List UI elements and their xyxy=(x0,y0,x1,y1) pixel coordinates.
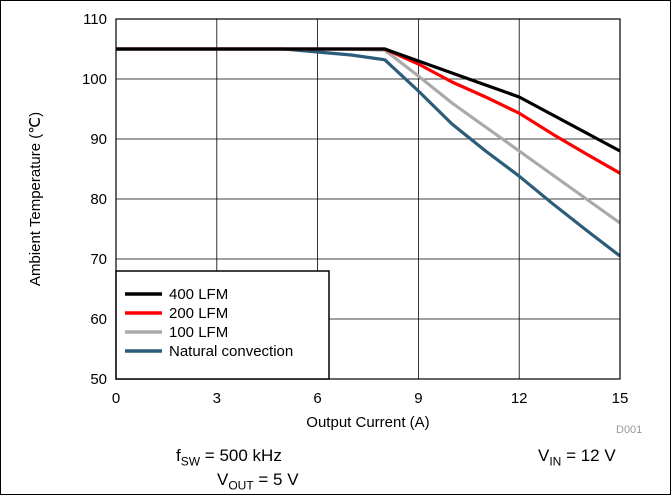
series-line xyxy=(116,47,621,258)
y-tick-label: 110 xyxy=(83,11,107,28)
output-voltage-note: VOUT = 5 V xyxy=(217,470,299,493)
tick-labels: 0 3 6 9 12 15 50 60 70 80 90 100 110 xyxy=(82,11,628,407)
x-tick-label: 6 xyxy=(313,390,321,407)
x-tick-label: 12 xyxy=(511,390,528,407)
y-tick-label: 100 xyxy=(82,71,107,88)
y-tick-label: 80 xyxy=(90,191,107,208)
legend-label: Natural convection xyxy=(169,343,293,360)
y-tick-label: 90 xyxy=(90,131,107,148)
x-tick-label: 3 xyxy=(213,390,221,407)
legend-label: 200 LFM xyxy=(169,305,228,322)
x-axis-title: Output Current (A) xyxy=(306,414,429,431)
y-tick-label: 60 xyxy=(90,311,107,328)
y-axis-title: Ambient Temperature (℃) xyxy=(27,112,44,286)
legend-label: 100 LFM xyxy=(169,324,228,341)
legend-box xyxy=(115,270,330,380)
legend-label: 400 LFM xyxy=(169,286,228,303)
x-tick-label: 0 xyxy=(112,390,120,407)
y-tick-label: 70 xyxy=(90,251,107,268)
series-line xyxy=(116,47,621,153)
switching-frequency-note: fSW = 500 kHz xyxy=(176,446,282,469)
legend: 400 LFM 200 LFM 100 LFM Natural convection xyxy=(115,270,330,380)
x-tick-label: 9 xyxy=(414,390,422,407)
figure-code: D001 xyxy=(616,424,643,436)
input-voltage-note: VIN = 12 V xyxy=(538,446,616,469)
x-tick-label: 15 xyxy=(612,390,629,407)
y-tick-label: 50 xyxy=(90,371,107,388)
plot-area-border xyxy=(115,18,621,380)
series-lines xyxy=(116,47,621,258)
